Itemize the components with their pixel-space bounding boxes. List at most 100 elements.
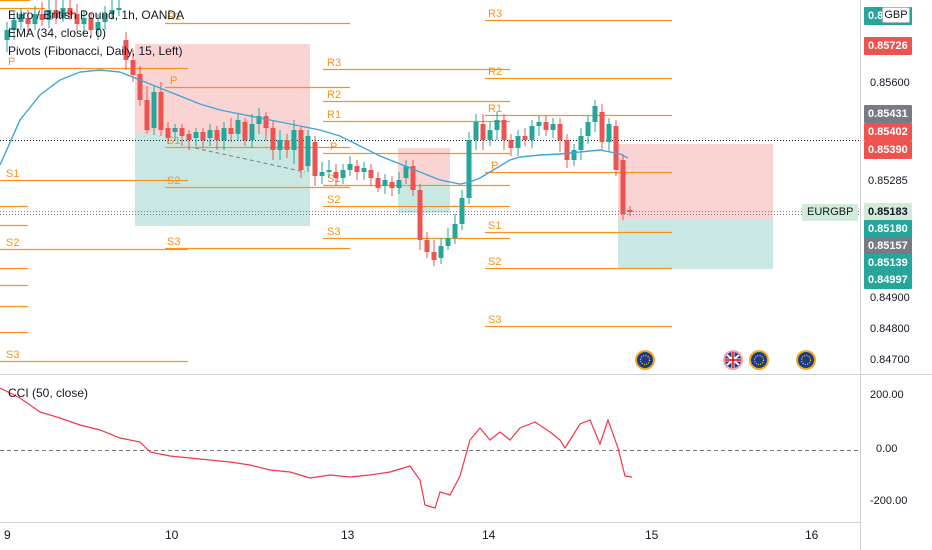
candle-up	[452, 224, 458, 238]
candle-down	[480, 124, 486, 140]
pivot-label-r3: R3	[488, 8, 502, 20]
candle-down	[67, 8, 73, 15]
candle-down	[242, 122, 248, 140]
candle-down	[263, 116, 269, 128]
candlestick-series	[4, 0, 633, 266]
cci-line	[0, 387, 633, 509]
candle-down	[179, 128, 185, 136]
short-stop-zone-3	[618, 144, 773, 219]
candle-up	[46, 10, 52, 20]
symbol-badge: EURGBP	[802, 204, 859, 221]
candle-down	[130, 60, 136, 75]
short-target-zone-2	[398, 183, 450, 213]
ema-legend[interactable]: EMA (34, close, 0)	[8, 26, 107, 40]
candle-up	[438, 246, 444, 258]
candle-down	[627, 210, 633, 212]
candle-up	[221, 128, 227, 140]
price-tag: 0.85390	[864, 141, 912, 159]
pivots-legend[interactable]: Pivots (Fibonacci, Daily, 15, Left)	[8, 44, 183, 58]
pivot-label-p: P	[491, 160, 498, 172]
candle-up	[494, 120, 500, 130]
candle-down	[543, 122, 549, 130]
candle-up	[347, 164, 353, 170]
price-tag: 0.85726	[864, 37, 912, 55]
candle-down	[354, 166, 360, 172]
candle-up	[18, 14, 24, 22]
chart-title[interactable]: Euro / British Pound, 1h, OANDA	[8, 8, 185, 22]
pivot-label-r2: R2	[327, 89, 341, 101]
pivot-label-s2: S2	[327, 194, 340, 206]
trend-arrow-line[interactable]	[194, 147, 306, 173]
time-axis-label: 13	[341, 528, 355, 542]
cci-legend[interactable]: CCI (50, close)	[8, 386, 89, 400]
uk-flag-icon	[723, 350, 743, 370]
candle-down	[158, 92, 164, 130]
candle-up	[291, 130, 297, 150]
candle-down	[200, 132, 206, 140]
candle-up	[396, 180, 402, 188]
candle-down	[599, 112, 605, 142]
cci-axis-label: 200.00	[870, 389, 904, 401]
candle-down	[123, 40, 129, 60]
candle-up	[109, 10, 115, 14]
candle-up	[578, 136, 584, 150]
candle-up	[102, 14, 108, 22]
pivot-label-p: P	[8, 56, 15, 68]
candle-up	[207, 130, 213, 138]
pivot-label-s2: S2	[167, 175, 180, 187]
candle-up	[256, 116, 262, 124]
candle-up	[60, 8, 66, 18]
candle-down	[165, 128, 171, 138]
price-tag: 0.85139	[864, 254, 912, 272]
candle-down	[312, 142, 318, 176]
candle-down	[431, 252, 437, 260]
candle-down	[137, 74, 143, 100]
candle-up	[193, 132, 199, 138]
candle-up	[4, 30, 10, 40]
pivot-labels: PS1S2S3R1PS1S2S3R3R2R1PS1S2S3R3R2R1PS1S2…	[6, 8, 502, 361]
pivot-label-s3: S3	[488, 314, 501, 326]
candle-down	[74, 14, 80, 24]
candle-up	[606, 124, 612, 142]
candle-down	[620, 160, 626, 214]
time-axis-label: 16	[805, 528, 819, 542]
last-price-tag: 0.85183	[864, 203, 912, 221]
price-tag: 0.85402	[864, 123, 912, 141]
candle-down	[186, 134, 192, 140]
eu-flag-icon	[796, 350, 816, 370]
price-tag: 0.85431	[864, 105, 912, 123]
candle-down	[613, 126, 619, 170]
price-tag: 0.85157	[864, 237, 912, 255]
event-icons[interactable]	[635, 350, 816, 370]
time-axis-label: 14	[482, 528, 496, 542]
candle-up	[466, 140, 472, 198]
pivot-label-s1: S1	[488, 220, 501, 232]
pivot-label-s2: S2	[488, 256, 501, 268]
pivot-label-p: P	[330, 141, 337, 153]
pivot-label-s3: S3	[167, 236, 180, 248]
candle-up	[172, 128, 178, 132]
time-axis-label: 10	[165, 528, 179, 542]
candle-up	[403, 166, 409, 178]
pivot-label-r1: R1	[327, 109, 341, 121]
candle-up	[445, 238, 451, 246]
candle-up	[340, 170, 346, 178]
candle-down	[368, 170, 374, 178]
candle-down	[501, 120, 507, 140]
candle-up	[529, 126, 535, 140]
price-tag: 0.84997	[864, 271, 912, 289]
candle-down	[39, 14, 45, 20]
pivot-label-s3: S3	[6, 349, 19, 361]
pivot-label-s1: S1	[6, 168, 19, 180]
currency-button[interactable]: GBP	[882, 7, 910, 23]
candle-up	[382, 180, 388, 186]
candle-down	[508, 140, 514, 148]
cci-axis-label: -200.00	[870, 495, 908, 507]
candle-up	[319, 172, 325, 176]
candle-down	[389, 182, 395, 188]
candle-up	[11, 20, 17, 30]
time-axis-label: 15	[645, 528, 659, 542]
candle-up	[277, 140, 283, 150]
candle-up	[81, 18, 87, 24]
